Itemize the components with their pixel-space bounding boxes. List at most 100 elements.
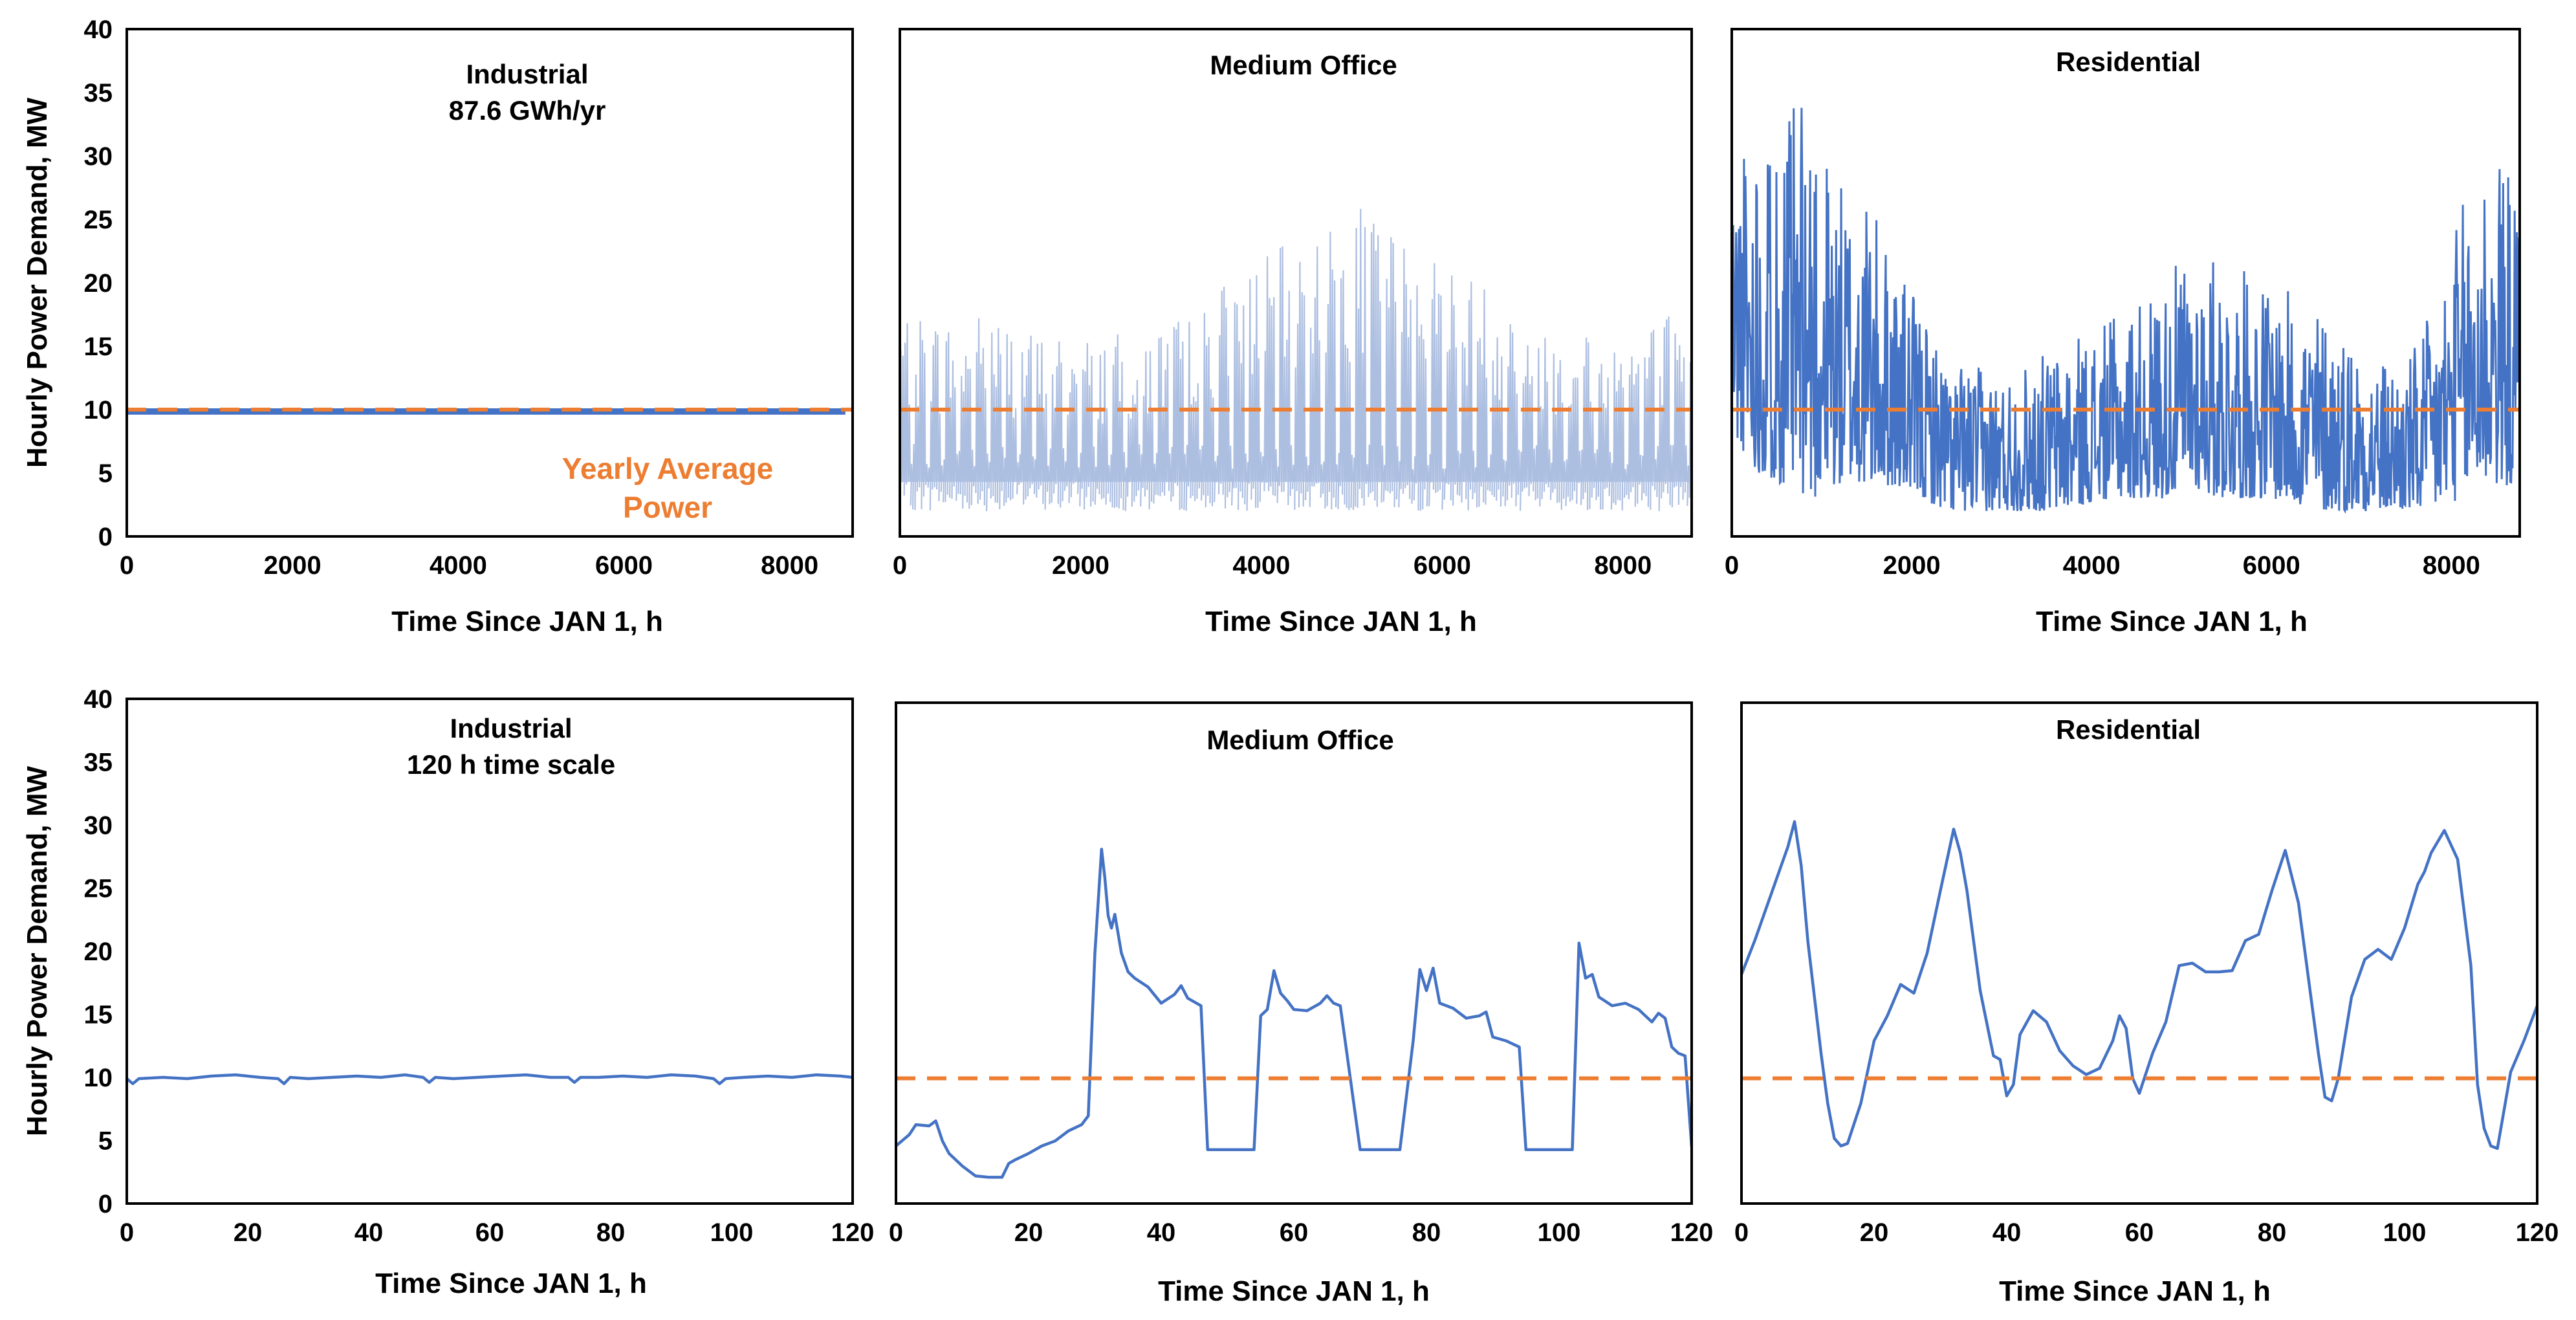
series-plot <box>1732 107 2520 514</box>
y-tick-label: 30 <box>84 811 113 840</box>
x-tick-label: 2000 <box>264 551 322 580</box>
panel-industrial-120h: Industrial 120 h time scale 0 5 10 15 20 25 30… <box>21 685 875 1299</box>
chart-subtitle: 87.6 GWh/yr <box>449 95 606 126</box>
x-tick-label: 120 <box>1670 1218 1714 1247</box>
x-tick-label: 6000 <box>595 551 653 580</box>
chart-title: Industrial <box>466 59 588 89</box>
x-tick-label: 60 <box>475 1218 505 1247</box>
x-axis-label: Time Since JAN 1, h <box>2036 606 2308 637</box>
y-tick-label: 0 <box>98 523 113 551</box>
x-axis-label: Time Since JAN 1, h <box>1158 1275 1430 1307</box>
plot-frame <box>1740 701 2538 1205</box>
y-tick-label: 10 <box>84 1064 113 1092</box>
x-tick-label: 2000 <box>1883 551 1941 580</box>
x-tick-labels: 0 20 40 60 80 100 120 <box>120 1218 875 1247</box>
y-tick-label: 15 <box>84 333 113 361</box>
series-plot <box>896 848 1692 1179</box>
x-tick-label: 0 <box>1734 1218 1749 1247</box>
x-tick-label: 4000 <box>2063 551 2121 580</box>
x-axis-label: Time Since JAN 1, h <box>1999 1275 2271 1307</box>
x-tick-label: 0 <box>120 551 134 580</box>
series-plot <box>127 1073 853 1086</box>
x-tick-label: 40 <box>355 1218 384 1247</box>
x-tick-label: 6000 <box>1414 551 1471 580</box>
plot-frame <box>126 28 854 538</box>
x-tick-label: 120 <box>831 1218 875 1247</box>
x-tick-label: 80 <box>596 1218 626 1247</box>
chart-title: Medium Office <box>1210 50 1397 80</box>
x-tick-label: 2000 <box>1052 551 1109 580</box>
x-axis-label: Time Since JAN 1, h <box>375 1268 647 1299</box>
y-tick-label: 35 <box>84 79 113 107</box>
y-axis-label: Hourly Power Demand, MW <box>21 98 53 468</box>
x-tick-labels: 0 2000 4000 6000 8000 <box>1725 551 2480 580</box>
x-tick-label: 100 <box>710 1218 754 1247</box>
y-tick-label: 30 <box>84 142 113 171</box>
series-residential-line <box>1732 107 2520 514</box>
series-residential-line <box>1741 820 2537 1150</box>
plot-frame <box>899 28 1693 538</box>
x-tick-label: 0 <box>889 1218 903 1247</box>
y-tick-label: 20 <box>84 938 113 966</box>
panel-industrial-yearly: Industrial 87.6 GWh/yr Yearly Average Po… <box>21 16 854 637</box>
panel-residential-yearly: Residential 0 2000 4000 6000 8000 Time Since… <box>1725 28 2521 637</box>
chart-title: Residential <box>2056 47 2201 77</box>
y-tick-label: 40 <box>84 685 113 714</box>
x-tick-label: 20 <box>1014 1218 1043 1247</box>
x-tick-label: 0 <box>893 551 907 580</box>
x-tick-label: 60 <box>2125 1218 2154 1247</box>
y-tick-label: 15 <box>84 1001 113 1029</box>
y-tick-label: 0 <box>98 1190 113 1218</box>
y-tick-label: 10 <box>84 396 113 424</box>
average-annotation-line2: Power <box>623 490 712 524</box>
x-tick-label: 4000 <box>1232 551 1290 580</box>
x-tick-label: 0 <box>120 1218 134 1247</box>
x-tick-label: 80 <box>2258 1218 2287 1247</box>
series-plot <box>1741 820 2537 1150</box>
x-tick-label: 40 <box>1992 1218 2022 1247</box>
y-tick-label: 35 <box>84 749 113 777</box>
x-tick-label: 60 <box>1280 1218 1309 1247</box>
plot-frame <box>126 698 854 1205</box>
x-tick-labels: 0 2000 4000 6000 8000 <box>893 551 1652 580</box>
panel-residential-120h: Residential 0 20 40 60 80 100 120 Time Since J… <box>1734 701 2559 1307</box>
y-tick-label: 25 <box>84 875 113 903</box>
x-tick-labels: 0 20 40 60 80 100 120 <box>889 1218 1714 1247</box>
x-tick-label: 100 <box>1538 1218 1581 1247</box>
x-tick-label: 6000 <box>2243 551 2300 580</box>
series-medium-office-line <box>896 848 1692 1179</box>
y-tick-labels: 0 5 10 15 20 25 30 35 40 <box>84 685 113 1218</box>
panel-medium-office-120h: Medium Office 0 20 40 60 80 100 120 Time Since… <box>889 701 1714 1307</box>
y-tick-labels: 0 5 10 15 20 25 30 35 40 <box>84 16 113 551</box>
x-axis-label: Time Since JAN 1, h <box>1205 606 1477 637</box>
chart-title: Industrial <box>450 713 572 743</box>
x-tick-label: 80 <box>1412 1218 1441 1247</box>
chart-title: Medium Office <box>1206 725 1393 755</box>
x-tick-label: 4000 <box>430 551 487 580</box>
plot-frame <box>895 701 1693 1205</box>
chart-title: Residential <box>2056 714 2201 745</box>
x-tick-labels: 0 2000 4000 6000 8000 <box>120 551 818 580</box>
x-tick-label: 20 <box>1860 1218 1889 1247</box>
x-axis-label: Time Since JAN 1, h <box>391 606 663 637</box>
panel-medium-office-yearly: Medium Office 0 2000 4000 6000 8000 Time Sin… <box>893 28 1693 637</box>
plot-frame <box>1730 28 2521 538</box>
x-tick-label: 8000 <box>2423 551 2480 580</box>
y-tick-label: 20 <box>84 269 113 298</box>
y-tick-label: 5 <box>98 459 113 488</box>
x-tick-label: 20 <box>234 1218 263 1247</box>
x-tick-label: 120 <box>2516 1218 2559 1247</box>
x-tick-label: 100 <box>2383 1218 2427 1247</box>
y-tick-label: 25 <box>84 206 113 234</box>
average-annotation-line1: Yearly Average <box>562 452 774 485</box>
y-tick-label: 5 <box>98 1127 113 1156</box>
x-tick-label: 8000 <box>761 551 818 580</box>
y-axis-label: Hourly Power Demand, MW <box>21 766 53 1137</box>
x-tick-labels: 0 20 40 60 80 100 120 <box>1734 1218 2559 1247</box>
chart-subtitle: 120 h time scale <box>407 749 615 780</box>
y-tick-label: 40 <box>84 16 113 44</box>
x-tick-label: 40 <box>1147 1218 1176 1247</box>
x-tick-label: 8000 <box>1594 551 1652 580</box>
